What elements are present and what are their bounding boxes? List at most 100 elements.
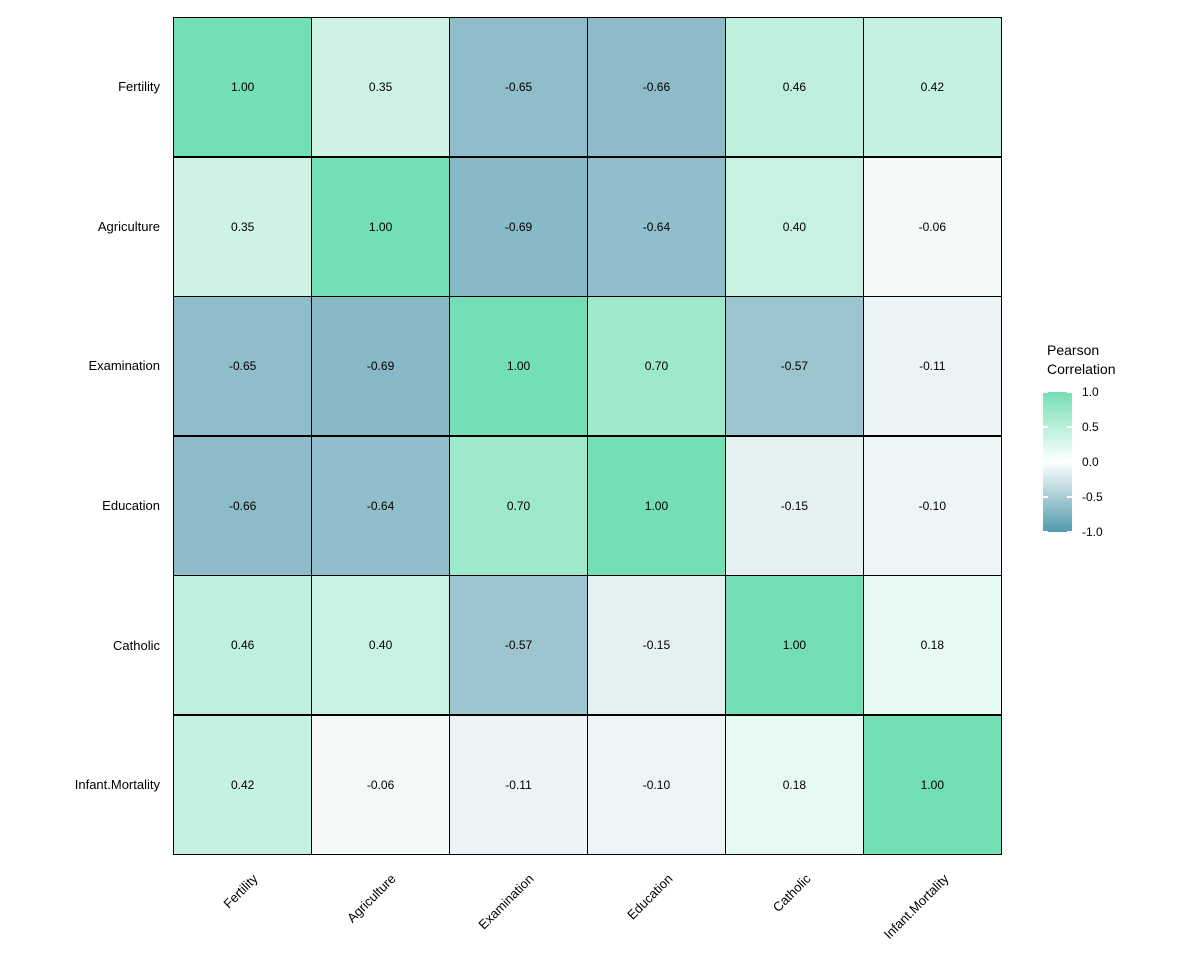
heatmap-cell-Infant.Mortality-Education: -0.10 — [588, 715, 725, 854]
heatmap-cell-Examination-Education: 0.70 — [588, 297, 725, 436]
heatmap-cell-Education-Education: 1.00 — [588, 436, 725, 575]
heatmap-cell-Catholic-Fertility: 0.46 — [174, 576, 311, 715]
heatmap-cell-Education-Examination: 0.70 — [450, 436, 587, 575]
y-axis-label-Fertility: Fertility — [118, 78, 160, 94]
heatmap-cell-Catholic-Agriculture: 0.40 — [312, 576, 449, 715]
legend-title-line2: Correlation — [1047, 361, 1116, 377]
heatmap-cell-Fertility-Infant.Mortality: 0.42 — [864, 18, 1001, 157]
cell-value: 0.35 — [230, 219, 255, 234]
cell-value: -0.11 — [505, 777, 532, 792]
heatmap-cell-Examination-Examination: 1.00 — [450, 297, 587, 436]
heatmap-cell-Infant.Mortality-Fertility: 0.42 — [174, 715, 311, 854]
heatmap-cell-Fertility-Catholic: 0.46 — [726, 18, 863, 157]
cell-value: 0.70 — [644, 359, 669, 374]
cell-value: 0.18 — [782, 777, 807, 792]
cell-value: 0.40 — [782, 219, 807, 234]
heatmap-cell-Catholic-Catholic: 1.00 — [726, 576, 863, 715]
cell-value: -0.15 — [642, 638, 671, 653]
legend-break-label--1.0: -1.0 — [1082, 525, 1103, 539]
heatmap-panel: 1.00 0.35 -0.65 -0.66 0.46 0.42 0.35 1.00 -0.69 -… — [173, 17, 1002, 855]
legend-tick — [1067, 461, 1072, 463]
legend-tick — [1043, 426, 1048, 428]
cell-value: -0.10 — [642, 777, 671, 792]
y-axis-label-Catholic: Catholic — [113, 637, 160, 653]
legend-tick — [1043, 461, 1048, 463]
heatmap-cell-Education-Catholic: -0.15 — [726, 436, 863, 575]
cell-value: 0.42 — [230, 777, 255, 792]
heatmap-cell-Fertility-Education: -0.66 — [588, 18, 725, 157]
heatmap-cell-Examination-Agriculture: -0.69 — [312, 297, 449, 436]
heatmap-cell-Infant.Mortality-Infant.Mortality: 1.00 — [864, 715, 1001, 854]
heatmap-cell-Infant.Mortality-Examination: -0.11 — [450, 715, 587, 854]
legend-tick — [1043, 531, 1048, 532]
cell-value: -0.69 — [504, 219, 533, 234]
heatmap-cell-Infant.Mortality-Agriculture: -0.06 — [312, 715, 449, 854]
cell-value: 1.00 — [368, 219, 393, 234]
cell-value: 0.18 — [920, 638, 944, 653]
cell-value: -0.10 — [918, 498, 946, 513]
y-axis-label-Infant.Mortality: Infant.Mortality — [74, 777, 160, 793]
legend-break-label-0.0: 0.0 — [1082, 455, 1099, 469]
legend-title: Pearson Correlation — [1047, 341, 1115, 379]
legend-break-label-1.0: 1.0 — [1082, 385, 1099, 399]
cell-value: 1.00 — [644, 498, 669, 513]
cell-value: -0.64 — [642, 219, 671, 234]
legend-break-label-0.5: 0.5 — [1082, 420, 1099, 434]
heatmap-cell-Agriculture-Catholic: 0.40 — [726, 157, 863, 296]
heatmap-cell-Examination-Fertility: -0.65 — [174, 297, 311, 436]
cell-value: -0.66 — [642, 80, 671, 95]
cell-value: -0.66 — [228, 498, 257, 513]
legend-tick — [1067, 531, 1072, 532]
legend-colorbar — [1043, 392, 1072, 532]
heatmap-cell-Education-Fertility: -0.66 — [174, 436, 311, 575]
heatmap-cell-Examination-Catholic: -0.57 — [726, 297, 863, 436]
legend-tick — [1043, 392, 1048, 393]
heatmap-cell-Education-Agriculture: -0.64 — [312, 436, 449, 575]
cell-value: 1.00 — [506, 359, 531, 374]
cell-value: 0.42 — [920, 80, 944, 95]
cell-value: 1.00 — [230, 80, 255, 95]
x-axis-label-Fertility: Fertility — [220, 871, 261, 912]
legend-title-line1: Pearson — [1047, 342, 1100, 358]
cell-value: -0.64 — [366, 498, 395, 513]
cell-value: -0.06 — [918, 219, 946, 234]
cell-value: 0.46 — [782, 80, 807, 95]
heatmap-cell-Agriculture-Agriculture: 1.00 — [312, 157, 449, 296]
legend-tick — [1067, 496, 1072, 498]
heatmap-cell-Catholic-Education: -0.15 — [588, 576, 725, 715]
legend-tick — [1043, 496, 1048, 498]
heatmap-cell-Catholic-Infant.Mortality: 0.18 — [864, 576, 1001, 715]
y-axis-label-Education: Education — [102, 497, 160, 513]
cell-value: -0.11 — [919, 359, 946, 374]
cell-value: -0.69 — [366, 359, 395, 374]
cell-value: 0.46 — [230, 638, 255, 653]
heatmap-cell-Agriculture-Education: -0.64 — [588, 157, 725, 296]
heatmap-cell-Infant.Mortality-Catholic: 0.18 — [726, 715, 863, 854]
cell-value: -0.15 — [780, 498, 809, 513]
heatmap-cell-Fertility-Examination: -0.65 — [450, 18, 587, 157]
cell-value: -0.65 — [504, 80, 533, 95]
cell-value: 1.00 — [782, 638, 807, 653]
cell-value: 1.00 — [920, 777, 944, 792]
heatmap-cell-Education-Infant.Mortality: -0.10 — [864, 436, 1001, 575]
legend-break-label--0.5: -0.5 — [1082, 490, 1103, 504]
heatmap-cell-Examination-Infant.Mortality: -0.11 — [864, 297, 1001, 436]
heatmap-cell-Fertility-Agriculture: 0.35 — [312, 18, 449, 157]
cell-value: -0.57 — [780, 359, 809, 374]
heatmap-cell-Agriculture-Fertility: 0.35 — [174, 157, 311, 296]
cell-value: 0.35 — [368, 80, 393, 95]
heatmap-cell-Agriculture-Examination: -0.69 — [450, 157, 587, 296]
y-axis-label-Examination: Examination — [88, 358, 160, 374]
cell-value: -0.65 — [228, 359, 257, 374]
legend-tick — [1067, 426, 1072, 428]
heatmap-cell-Fertility-Fertility: 1.00 — [174, 18, 311, 157]
cell-value: 0.40 — [368, 638, 393, 653]
heatmap-cell-Catholic-Examination: -0.57 — [450, 576, 587, 715]
y-axis-label-Agriculture: Agriculture — [97, 218, 160, 234]
heatmap-cell-Agriculture-Infant.Mortality: -0.06 — [864, 157, 1001, 296]
cell-value: -0.57 — [504, 638, 533, 653]
legend-tick — [1067, 392, 1072, 393]
cell-value: 0.70 — [506, 498, 531, 513]
cell-value: -0.06 — [366, 777, 395, 792]
